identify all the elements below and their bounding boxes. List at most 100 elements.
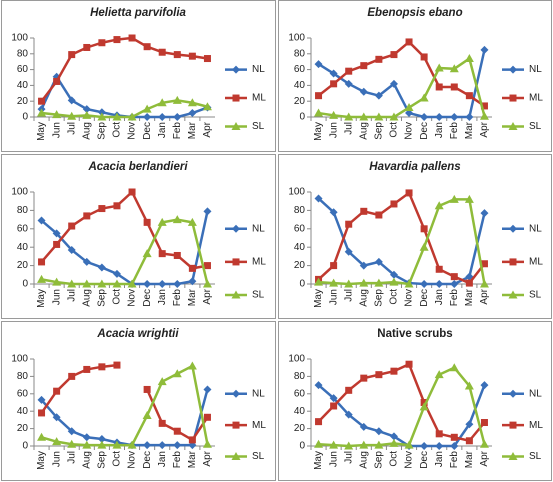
marker xyxy=(390,200,398,208)
marker xyxy=(374,427,383,436)
panel-title: Acacia berlandieri xyxy=(87,161,188,173)
panel-border xyxy=(278,321,552,481)
marker xyxy=(143,113,152,121)
x-tick-label: Dec xyxy=(419,289,430,307)
marker xyxy=(112,269,121,278)
marker xyxy=(449,194,459,203)
marker xyxy=(420,280,429,288)
panel: Helietta parvifolia 0 20 40 60 80 100 May Jun Jul… xyxy=(1,0,276,152)
y-tick-label: 40 xyxy=(294,242,306,253)
marker xyxy=(480,209,489,218)
marker xyxy=(172,95,182,104)
x-tick-label: Dec xyxy=(419,451,430,469)
marker xyxy=(188,264,196,272)
x-tick-label: Apr xyxy=(479,288,490,304)
marker xyxy=(52,110,62,119)
marker xyxy=(389,270,398,279)
x-tick-label: Jun xyxy=(328,122,339,138)
y-tick-label: 80 xyxy=(294,205,306,216)
x-tick-label: Nov xyxy=(404,451,415,469)
marker xyxy=(435,280,444,288)
x-tick-label: Dec xyxy=(142,122,153,140)
marker xyxy=(82,433,91,442)
marker xyxy=(203,385,212,394)
panel-title: Ebenopsis ebano xyxy=(367,7,462,19)
marker xyxy=(37,274,47,283)
x-tick-label: Nov xyxy=(404,122,415,140)
marker xyxy=(345,67,353,75)
marker xyxy=(420,225,428,233)
marker xyxy=(98,39,106,47)
x-tick-label: Apr xyxy=(202,450,213,466)
x-tick-label: Jul xyxy=(66,122,77,135)
marker xyxy=(435,442,444,450)
marker xyxy=(127,112,137,121)
y-tick-label: 60 xyxy=(294,388,306,399)
marker xyxy=(232,421,240,429)
marker xyxy=(53,77,61,85)
marker xyxy=(480,419,488,427)
marker xyxy=(67,111,77,120)
x-tick-label: Sep xyxy=(374,289,385,307)
marker xyxy=(231,121,241,130)
x-tick-label: Mar xyxy=(464,288,475,306)
x-tick-label: Dec xyxy=(142,451,153,469)
marker xyxy=(404,103,414,112)
marker xyxy=(158,280,167,288)
x-tick-label: Jan xyxy=(157,122,168,138)
marker xyxy=(68,222,76,230)
marker xyxy=(359,261,368,270)
marker xyxy=(314,439,324,448)
marker xyxy=(435,83,443,91)
marker xyxy=(37,432,47,441)
y-tick-label: 20 xyxy=(17,96,29,107)
legend-label: SL xyxy=(529,121,542,132)
x-tick-label: May xyxy=(36,122,47,141)
x-tick-label: Oct xyxy=(112,289,123,305)
y-tick-label: 20 xyxy=(294,423,306,434)
marker xyxy=(158,113,167,121)
marker xyxy=(173,427,181,435)
marker xyxy=(82,279,92,288)
y-tick-label: 0 xyxy=(22,112,28,123)
marker xyxy=(143,43,151,51)
y-tick-label: 100 xyxy=(288,33,305,44)
marker xyxy=(359,112,369,121)
marker xyxy=(345,386,353,394)
marker xyxy=(479,279,489,288)
x-tick-label: Aug xyxy=(358,451,369,469)
marker xyxy=(390,51,398,59)
marker xyxy=(53,240,61,248)
series-line xyxy=(41,364,209,447)
marker xyxy=(82,257,91,266)
marker xyxy=(359,278,369,287)
y-tick-label: 80 xyxy=(17,371,29,382)
x-tick-label: Jun xyxy=(328,289,339,305)
marker xyxy=(375,211,383,219)
marker xyxy=(480,45,489,54)
marker xyxy=(344,441,354,450)
x-tick-label: May xyxy=(36,451,47,470)
marker xyxy=(113,361,121,369)
marker xyxy=(420,53,428,61)
marker xyxy=(450,280,459,288)
marker xyxy=(188,52,196,60)
marker xyxy=(359,440,369,449)
y-tick-label: 0 xyxy=(299,112,305,123)
marker xyxy=(97,112,107,121)
marker xyxy=(450,83,458,91)
x-tick-label: Oct xyxy=(112,122,123,138)
marker xyxy=(187,217,197,226)
marker xyxy=(142,104,152,113)
y-tick-label: 20 xyxy=(17,260,29,271)
marker xyxy=(113,36,121,44)
marker xyxy=(172,369,182,378)
x-tick-label: Dec xyxy=(142,289,153,307)
x-tick-label: Jun xyxy=(51,451,62,467)
marker xyxy=(38,97,46,105)
marker xyxy=(344,410,353,419)
marker xyxy=(97,279,107,288)
marker xyxy=(419,242,429,251)
marker xyxy=(508,290,518,299)
